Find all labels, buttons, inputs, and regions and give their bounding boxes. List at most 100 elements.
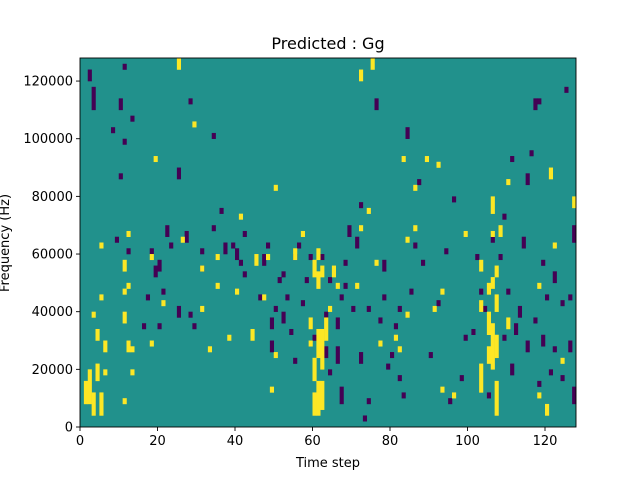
heatmap-cell-low (409, 288, 414, 295)
heatmap-cell-low (118, 173, 123, 180)
heatmap-cell-low (281, 311, 286, 324)
heatmap-cell-high (122, 311, 127, 324)
heatmap-cell-low (157, 259, 162, 272)
plot-area (79, 57, 577, 428)
heatmap-cell-low (510, 363, 515, 376)
heatmap-cell-high (463, 230, 468, 237)
heatmap-cell-high (370, 58, 375, 70)
heatmap-cell-low (200, 248, 205, 255)
heatmap-cell-low (157, 323, 162, 330)
heatmap-cell-low (242, 230, 247, 237)
heatmap-cell-low (223, 242, 228, 255)
heatmap-cell-high (506, 179, 511, 186)
heatmap-cell-high (300, 230, 306, 237)
heatmap-cell-low (192, 323, 197, 330)
heatmap-cell-low (541, 334, 546, 347)
heatmap-cell-high (366, 207, 371, 214)
heatmap-cell-high (413, 184, 418, 191)
x-axis-label: Time step (295, 456, 360, 471)
heatmap-cell-low (521, 236, 526, 249)
heatmap-cell-high (413, 225, 418, 232)
heatmap-cell-low (285, 294, 290, 301)
heatmap-cell-low (324, 346, 329, 359)
heatmap-cell-low (145, 294, 151, 301)
heatmap-cell-high (192, 121, 197, 128)
heatmap-cell-high (490, 230, 495, 237)
heatmap-cell-low (231, 242, 236, 249)
x-axis: 0 20 40 60 80 100 120 (76, 427, 558, 449)
heatmap-cell-low (428, 352, 433, 359)
heatmap-cell-high (490, 196, 495, 214)
heatmap-cell-low (277, 277, 282, 284)
heatmap-cell-high (494, 334, 499, 359)
heatmap-cell-low (479, 288, 484, 295)
heatmap-cell-low (366, 305, 371, 312)
heatmap-cell-low (486, 392, 492, 399)
heatmap-cell-low (122, 63, 127, 70)
heatmap-cell-low (351, 305, 356, 312)
heatmap-cell-high (359, 225, 364, 232)
heatmap-cell-low (91, 86, 96, 111)
heatmap-cell-low (552, 346, 557, 353)
heatmap-cell-high (424, 156, 430, 163)
heatmap-cell-high (359, 69, 364, 82)
heatmap-cell-high (440, 386, 445, 393)
heatmap-cell-high (393, 334, 399, 341)
plot-frame (79, 57, 577, 428)
heatmap-cell-low (238, 259, 244, 266)
heatmap-cell-high (200, 265, 205, 272)
heatmap-cell-high (153, 156, 158, 163)
y-axis-label: Frequency (Hz) (0, 194, 13, 292)
heatmap-cell-low (153, 265, 158, 278)
x-tick-label: 120 (533, 434, 558, 449)
heatmap-cell-low (413, 242, 418, 249)
heatmap-cell-low (560, 375, 565, 382)
heatmap-cell-low (498, 254, 503, 261)
heatmap-cell-high (200, 305, 205, 312)
heatmap-cell-low (242, 271, 247, 278)
heatmap-cell-low (545, 294, 550, 301)
heatmap-cell-low (568, 294, 573, 301)
heatmap-cell-low (126, 248, 131, 255)
y-tick-label: 0 (65, 421, 73, 436)
heatmap-cell-high (320, 265, 325, 278)
heatmap-cell-high (405, 311, 410, 318)
heatmap-cell-high (266, 254, 271, 261)
heatmap-cell-high (374, 259, 379, 266)
heatmap-cell-high (238, 213, 244, 220)
heatmap-cell-high (262, 294, 267, 301)
heatmap-cell-low (176, 305, 182, 318)
heatmap-cell-high (91, 311, 96, 318)
heatmap-cell-high (149, 254, 154, 261)
heatmap-cell-high (273, 352, 278, 359)
heatmap-cell-low (149, 248, 154, 255)
heatmap-cell-high (103, 369, 108, 376)
heatmap-cell-low (510, 156, 515, 163)
heatmap-cell-low (525, 173, 530, 186)
heatmap-cell-high (486, 346, 492, 364)
heatmap-cell-low (161, 288, 166, 295)
heatmap-cell-high (126, 282, 131, 289)
heatmap-cell-high (335, 282, 340, 289)
heatmap-cell-low (184, 230, 189, 243)
heatmap-cell-low (533, 98, 538, 111)
heatmap-cell-high (401, 156, 406, 163)
heatmap-cell-high (312, 259, 317, 278)
heatmap-cell-low (343, 282, 348, 289)
heatmap-cell-low (475, 254, 480, 261)
heatmap-cell-low (308, 254, 313, 261)
heatmap-cell-high (490, 277, 495, 289)
heatmap-cell-low (142, 323, 147, 330)
heatmap-cell-high (572, 196, 577, 209)
heatmap-cell-high (405, 236, 410, 243)
heatmap-cell-high (432, 305, 437, 312)
heatmap-cell-low (517, 305, 523, 318)
heatmap-cell-high (308, 340, 313, 347)
heatmap-cell-high (479, 259, 484, 272)
heatmap-cell-high (312, 392, 317, 416)
heatmap-cell-low (262, 254, 267, 266)
heatmap-cell-high (548, 167, 554, 180)
x-tick-label: 60 (304, 434, 321, 449)
heatmap-cell-low (328, 277, 333, 284)
